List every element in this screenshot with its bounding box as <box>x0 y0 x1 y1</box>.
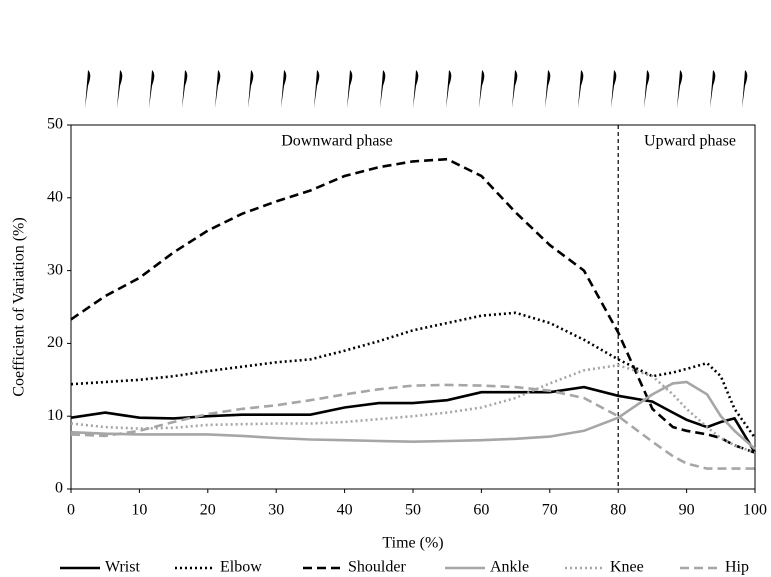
x-tick-label: 20 <box>200 502 216 519</box>
legend-label: Elbow <box>220 559 262 576</box>
x-tick-label: 90 <box>679 502 695 519</box>
series-line <box>70 363 756 454</box>
legend-label: Wrist <box>105 559 140 576</box>
motion-figures <box>82 70 751 108</box>
x-tick-label: 50 <box>405 502 421 519</box>
series-line <box>70 157 756 454</box>
x-tick-label: 10 <box>131 502 147 519</box>
y-tick-label: 50 <box>47 116 63 133</box>
series-line <box>70 311 757 439</box>
x-tick-label: 0 <box>67 502 75 519</box>
series-line <box>70 380 756 450</box>
y-tick-label: 40 <box>47 188 63 205</box>
legend-label: Hip <box>725 559 749 576</box>
y-tick-label: 30 <box>47 261 63 278</box>
annotation: Upward phase <box>644 133 736 150</box>
y-axis-label: Coefficient of Variation (%) <box>11 217 28 396</box>
x-tick-label: 70 <box>542 502 558 519</box>
x-tick-label: 100 <box>743 502 767 519</box>
legend-label: Shoulder <box>348 559 406 576</box>
x-tick-label: 40 <box>337 502 353 519</box>
legend-label: Ankle <box>490 559 529 576</box>
series-line <box>70 383 755 470</box>
y-tick-label: 10 <box>47 407 63 424</box>
legend-label: Knee <box>610 559 644 576</box>
x-axis-label: Time (%) <box>382 535 443 552</box>
annotation: Downward phase <box>281 133 393 150</box>
y-tick-label: 0 <box>55 480 63 497</box>
y-tick-label: 20 <box>47 334 63 351</box>
x-tick-label: 30 <box>268 502 284 519</box>
x-tick-label: 60 <box>473 502 489 519</box>
x-tick-label: 80 <box>610 502 626 519</box>
